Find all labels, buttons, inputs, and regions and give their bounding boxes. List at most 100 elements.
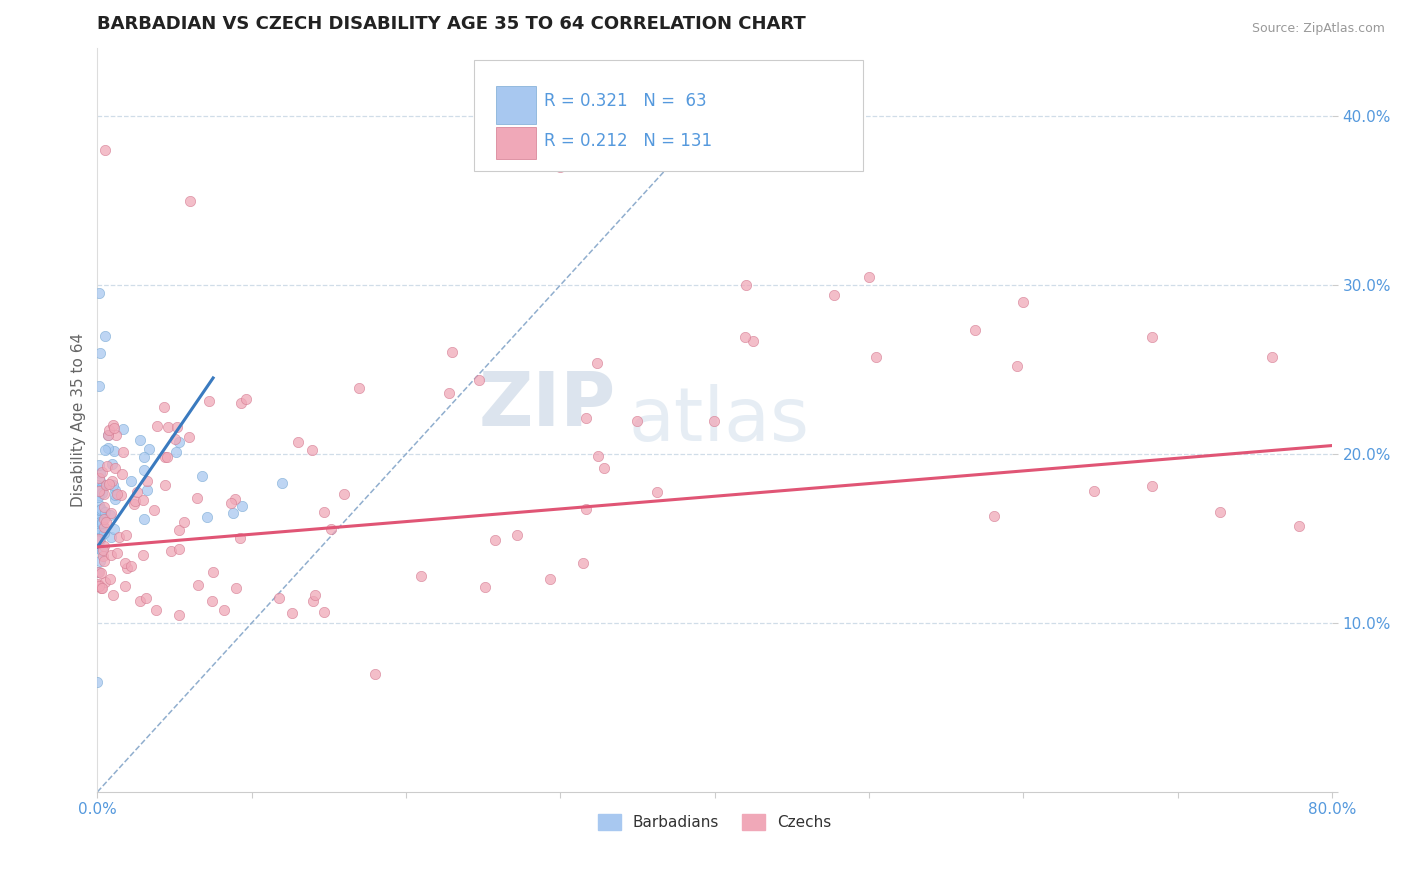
Point [90, 480, 112, 494]
Point [135, 591, 157, 605]
Point [703, 414, 725, 428]
Point [98, 508, 121, 522]
Point [90, 522, 112, 536]
Point [136, 474, 159, 488]
Text: Source: ZipAtlas.com: Source: ZipAtlas.com [1251, 22, 1385, 36]
Point [575, 502, 598, 516]
Point [167, 608, 190, 623]
Point [89, 466, 111, 480]
Point [89, 458, 111, 472]
Point [287, 435, 309, 450]
Point [129, 433, 152, 447]
Text: ZIP: ZIP [478, 368, 616, 442]
Point [166, 419, 188, 434]
Point [89, 503, 111, 517]
Point [110, 488, 132, 502]
Point [94, 504, 117, 518]
Point [104, 492, 127, 507]
Point [132, 492, 155, 507]
Point [87, 578, 110, 592]
Point [115, 528, 138, 542]
Point [550, 160, 572, 174]
Point [90, 515, 112, 529]
Point [87, 532, 110, 546]
Point [89, 345, 111, 359]
Point [91, 486, 114, 500]
Point [100, 506, 122, 520]
Point [741, 334, 763, 348]
Point [103, 421, 125, 435]
Point [138, 442, 160, 457]
Point [90, 524, 112, 538]
Point [97, 428, 120, 442]
Point [156, 450, 179, 465]
Point [89, 483, 111, 497]
Point [104, 483, 127, 497]
Point [153, 400, 176, 414]
Point [538, 572, 561, 586]
Point [224, 492, 246, 507]
Point [332, 487, 354, 501]
Point [235, 392, 257, 406]
Point [197, 394, 219, 409]
Point [105, 487, 128, 501]
Point [89, 516, 111, 530]
Point [89, 475, 111, 489]
Point [86, 477, 108, 491]
Text: atlas: atlas [628, 384, 810, 457]
Point [229, 531, 252, 545]
Point [312, 505, 335, 519]
Point [114, 556, 136, 570]
Point [94, 515, 117, 529]
Point [347, 381, 370, 395]
Point [169, 541, 191, 556]
Point [90, 502, 112, 516]
Point [484, 533, 506, 547]
Point [90, 507, 112, 521]
Point [143, 503, 166, 517]
Point [94, 478, 117, 492]
Point [437, 385, 460, 400]
Point [94, 574, 117, 589]
Point [101, 474, 124, 488]
Point [474, 580, 496, 594]
Point [575, 411, 598, 425]
Point [304, 588, 326, 602]
Point [132, 511, 155, 525]
Point [96, 459, 118, 474]
Point [586, 356, 609, 370]
Point [179, 194, 201, 208]
Point [195, 509, 218, 524]
Point [97, 427, 120, 442]
Point [983, 508, 1005, 523]
Point [93, 549, 115, 563]
Point [104, 460, 127, 475]
Point [89, 554, 111, 568]
Point [94, 143, 117, 157]
Point [314, 605, 336, 619]
Point [1140, 330, 1163, 344]
Point [201, 594, 224, 608]
Point [153, 450, 176, 465]
Point [132, 548, 155, 562]
Point [97, 441, 120, 455]
Point [90, 581, 112, 595]
Point [120, 474, 142, 488]
Point [364, 666, 387, 681]
Point [103, 477, 125, 491]
Point [965, 323, 987, 337]
Point [87, 511, 110, 525]
Point [86, 675, 108, 690]
Point [1005, 359, 1028, 374]
Point [98, 572, 121, 586]
Point [103, 588, 125, 602]
Point [593, 461, 616, 475]
Point [103, 418, 125, 433]
Point [179, 430, 201, 444]
Point [440, 345, 463, 359]
Point [201, 565, 224, 579]
Point [128, 594, 150, 608]
Point [301, 442, 323, 457]
Point [103, 522, 125, 536]
Point [468, 373, 491, 387]
